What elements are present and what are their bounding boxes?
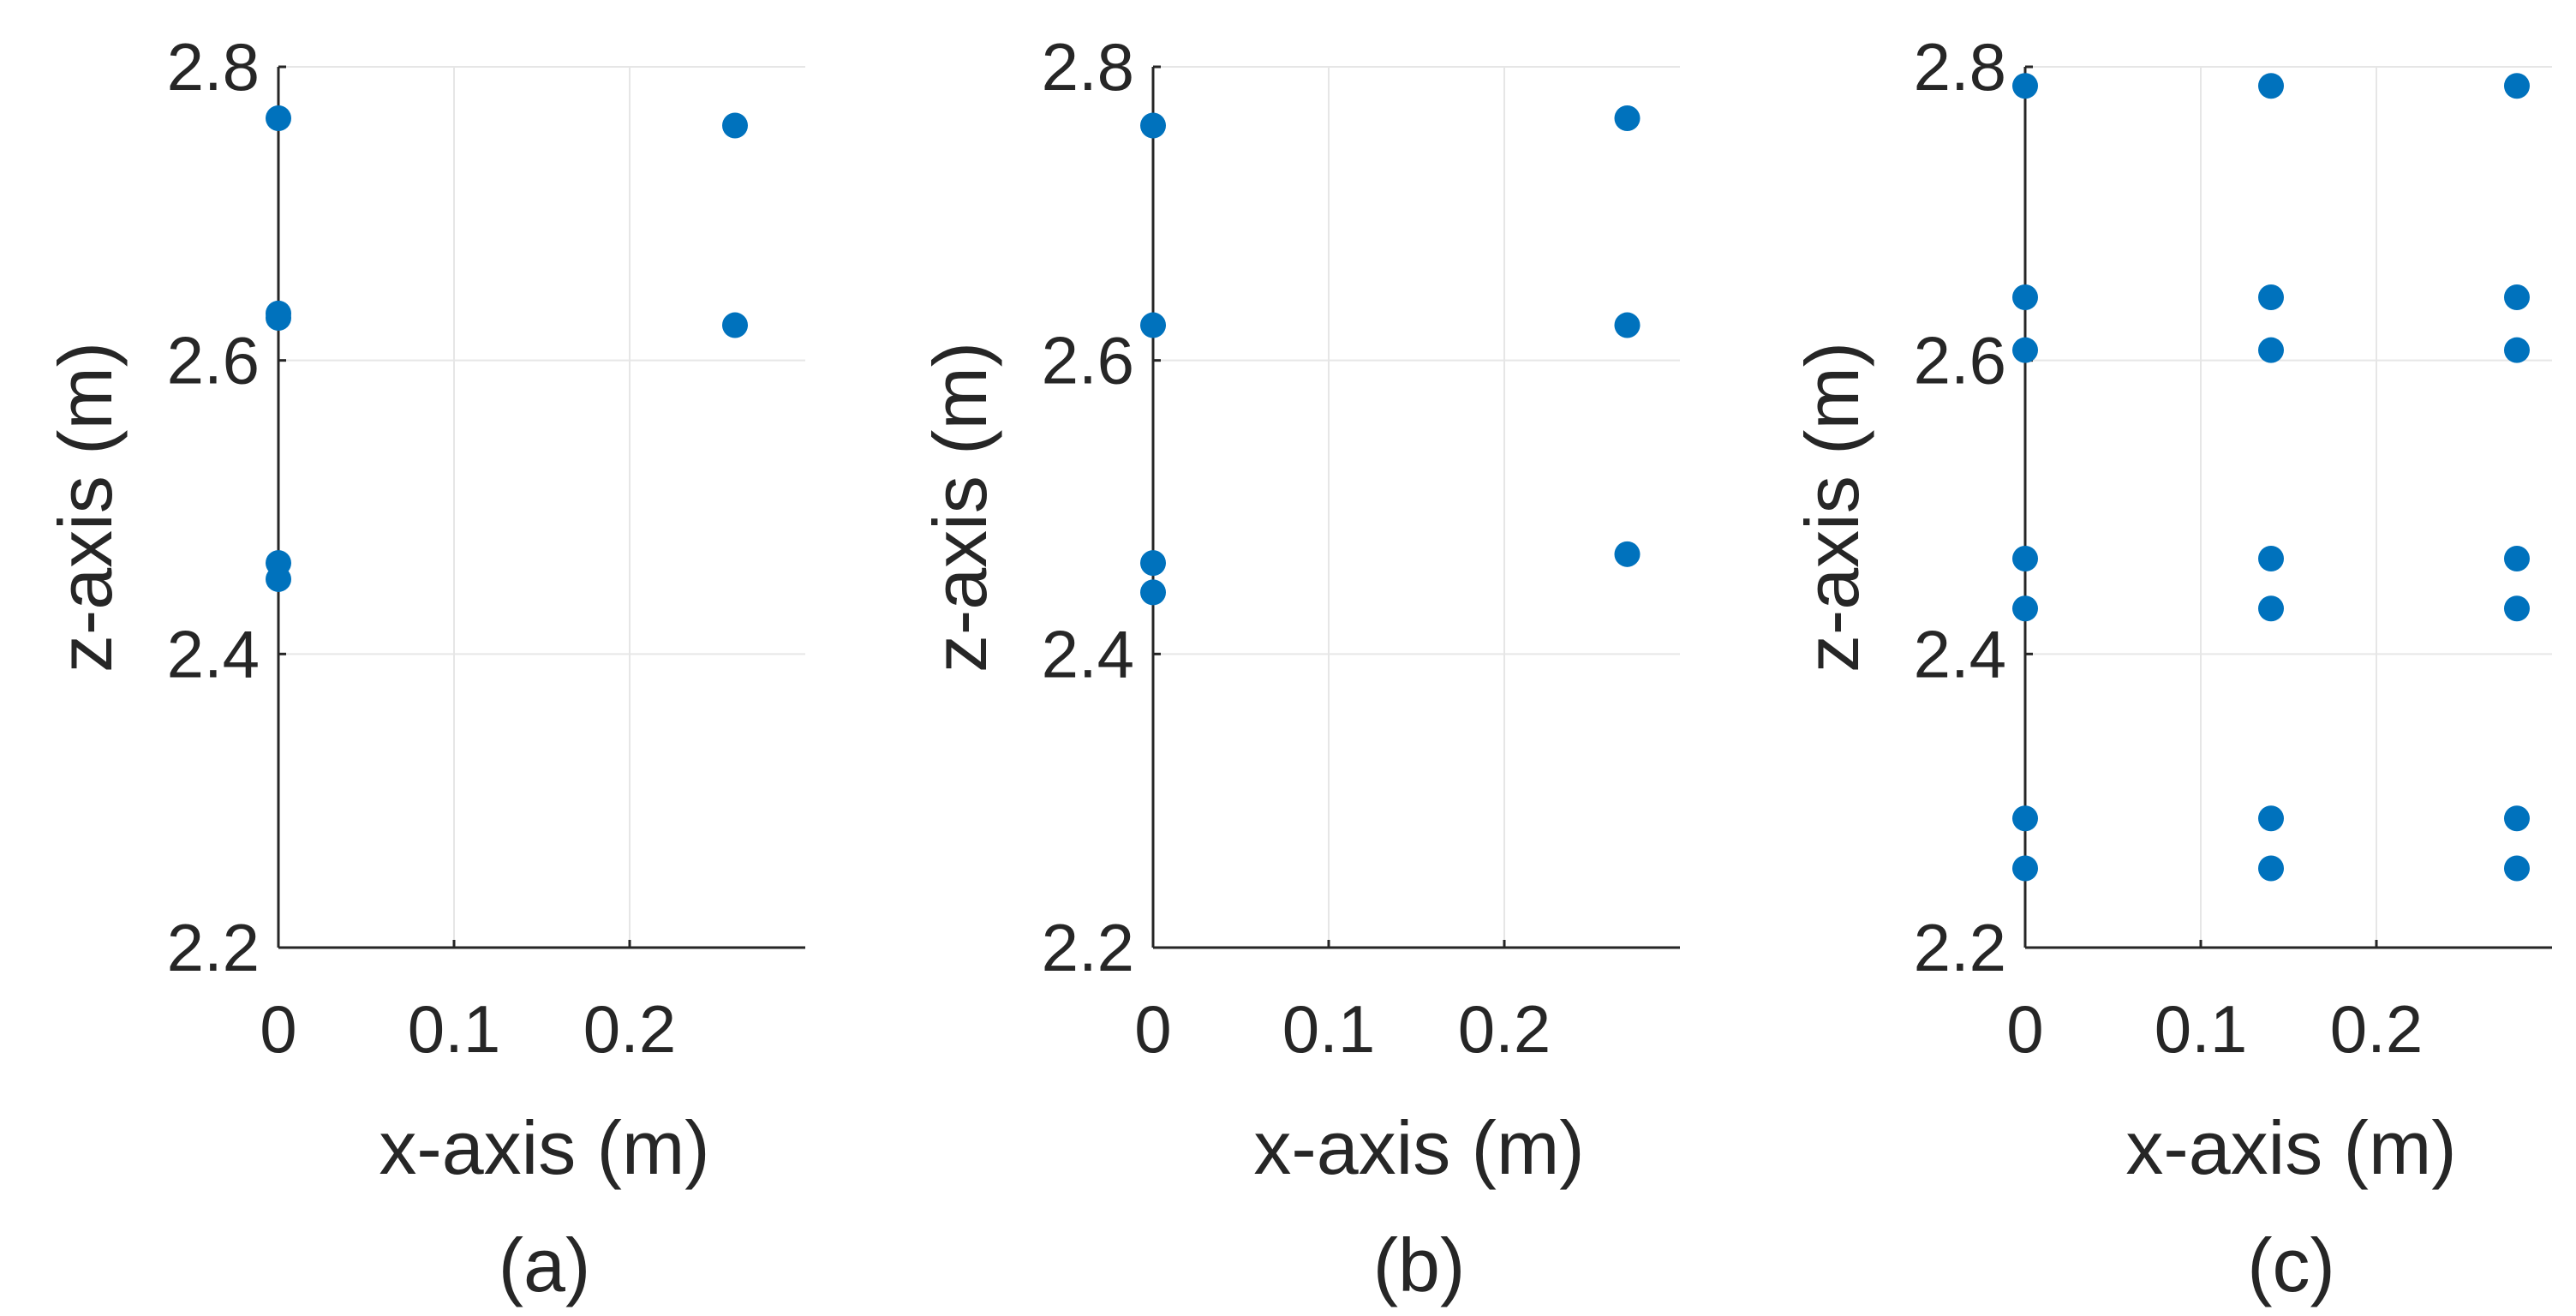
y-tick-label: 2.6 (167, 323, 260, 398)
data-point (2504, 73, 2530, 99)
data-point (266, 304, 291, 331)
chart-panel-2: 2.2 2.4 2.6 2.8 0 0.1 0.2 z-axis (m) x-axis (m) (… (917, 29, 1680, 1307)
panel-caption: (c) (2247, 1223, 2335, 1307)
data-point (722, 112, 748, 139)
y-tick-label: 2.2 (1042, 910, 1134, 985)
x-tick-label: 0 (260, 991, 296, 1067)
data-point (2012, 284, 2038, 310)
data-point (2012, 855, 2038, 882)
data-point (722, 312, 748, 338)
x-tick-label: 0 (2006, 991, 2043, 1067)
data-point (2504, 805, 2530, 832)
data-point (2012, 337, 2038, 363)
data-point (1614, 105, 1641, 131)
data-point (2012, 73, 2038, 99)
data-point (2258, 337, 2284, 363)
x-tick-label: 0.1 (1282, 991, 1375, 1067)
data-point (2258, 805, 2284, 832)
data-point (2012, 805, 2038, 832)
data-point (1614, 312, 1641, 338)
data-point (266, 565, 291, 592)
data-point (2258, 545, 2284, 571)
x-tick-label: 0.1 (2155, 991, 2247, 1067)
x-axis-label: x-axis (m) (379, 1105, 709, 1190)
y-tick-label: 2.6 (1914, 323, 2006, 398)
x-tick-label: 0 (1134, 991, 1171, 1067)
data-point (2012, 545, 2038, 571)
x-tick-label: 0.2 (1458, 991, 1551, 1067)
y-tick-label: 2.4 (1042, 616, 1134, 691)
panel-caption: (b) (1373, 1223, 1466, 1307)
data-point (2504, 284, 2530, 310)
data-point (2012, 595, 2038, 622)
x-axis-label: x-axis (m) (2125, 1105, 2456, 1190)
data-point (1140, 312, 1166, 338)
data-point (2258, 595, 2284, 622)
data-point (2504, 545, 2530, 571)
x-tick-label: 0.2 (2330, 991, 2423, 1067)
data-point (1140, 112, 1166, 139)
y-tick-label: 2.2 (1914, 910, 2006, 985)
data-point (266, 105, 291, 131)
data-point (1140, 579, 1166, 606)
chart-panel-3: 2.2 2.4 2.6 2.8 0 0.1 0.2 z-axis (m) x-axis (m) (… (1790, 29, 2552, 1307)
y-tick-label: 2.6 (1042, 323, 1134, 398)
data-point (2258, 855, 2284, 882)
data-point (2504, 337, 2530, 363)
y-tick-label: 2.2 (167, 910, 260, 985)
x-tick-label: 0.2 (583, 991, 676, 1067)
y-tick-label: 2.8 (167, 29, 260, 105)
chart-panel-1: 2.2 2.4 2.6 2.8 0 0.1 0.2 z-axis (m) x-axis (m) (… (43, 29, 805, 1307)
data-point (1614, 541, 1641, 567)
data-point (2504, 855, 2530, 882)
y-tick-label: 2.4 (167, 616, 260, 691)
data-point (2258, 284, 2284, 310)
x-axis-label: x-axis (m) (1253, 1105, 1584, 1190)
y-tick-label: 2.4 (1914, 616, 2006, 691)
x-tick-label: 0.1 (408, 991, 500, 1067)
data-point (1140, 550, 1166, 577)
y-axis-label: z-axis (m) (1790, 342, 1874, 673)
panel-caption: (a) (499, 1223, 591, 1307)
y-tick-label: 2.8 (1042, 29, 1134, 105)
y-axis-label: z-axis (m) (917, 342, 1002, 673)
data-point (2504, 595, 2530, 622)
data-point (2258, 73, 2284, 99)
y-tick-label: 2.8 (1914, 29, 2006, 105)
y-axis-label: z-axis (m) (43, 342, 128, 673)
